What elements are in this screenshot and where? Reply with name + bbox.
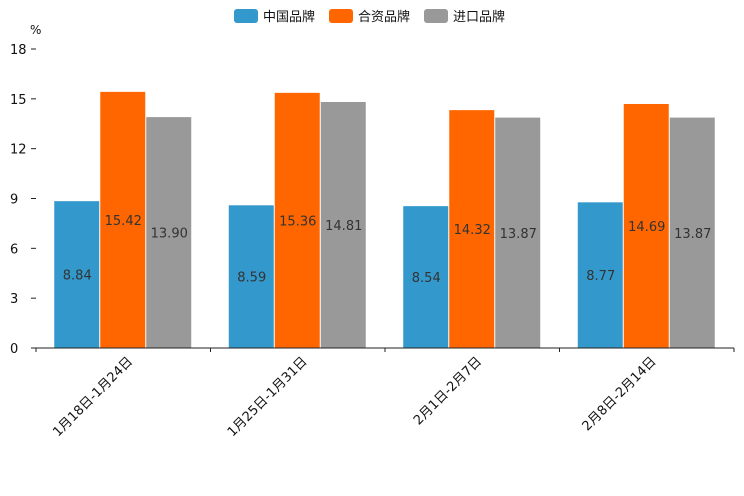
legend-swatch [329, 9, 353, 23]
bar [495, 117, 541, 349]
data-label: 8.84 [63, 269, 92, 284]
bars: 8.84 15.42 13.90 8.59 15.36 14.81 8.54 14.32 13.… [54, 91, 715, 349]
legend: 中国品牌 合资品牌 进口品牌 [234, 9, 505, 25]
legend-swatch [424, 9, 448, 23]
bar [320, 101, 366, 348]
data-label: 14.32 [454, 223, 491, 238]
bar [100, 91, 146, 349]
data-label: 8.54 [412, 271, 441, 286]
data-label: 8.77 [586, 269, 615, 284]
data-label: 8.59 [237, 271, 266, 286]
data-label: 14.81 [325, 219, 362, 234]
y-tick-label: 9 [10, 193, 18, 208]
bar [449, 110, 495, 348]
bar [403, 206, 449, 348]
data-label: 13.90 [151, 227, 188, 242]
data-label: 13.87 [674, 227, 711, 242]
bar [54, 201, 100, 348]
x-tick-label: 2月1日-2月7日 [411, 354, 485, 428]
bar [669, 117, 715, 349]
y-tick-label: 15 [10, 93, 27, 108]
data-label: 15.42 [105, 214, 142, 229]
bar [623, 103, 669, 348]
bar [577, 202, 623, 348]
y-tick-label: 12 [10, 143, 27, 158]
legend-label: 进口品牌 [453, 9, 505, 25]
y-axis-unit-label: % [30, 23, 41, 37]
data-label: 15.36 [279, 214, 316, 229]
legend-label: 中国品牌 [263, 9, 315, 25]
legend-swatch [234, 9, 258, 23]
y-axis: 0 3 6 9 12 15 18 [10, 43, 36, 357]
data-label: 13.87 [500, 227, 537, 242]
x-tick-label: 1月25日-1月31日 [225, 354, 311, 440]
x-tick-label: 1月18日-1月24日 [50, 354, 136, 440]
legend-label: 合资品牌 [358, 9, 410, 25]
bar [274, 92, 320, 348]
bar [228, 205, 274, 348]
y-tick-label: 18 [10, 43, 27, 58]
data-label: 14.69 [628, 220, 665, 235]
y-tick-label: 6 [10, 242, 18, 257]
bar [146, 117, 192, 348]
x-axis: 1月18日-1月24日 1月25日-1月31日 2月1日-2月7日 2月8日-2月14… [35, 347, 735, 440]
x-tick-label: 2月8日-2月14日 [580, 354, 660, 434]
y-tick-label: 3 [10, 292, 18, 307]
y-tick-label: 0 [10, 342, 18, 357]
